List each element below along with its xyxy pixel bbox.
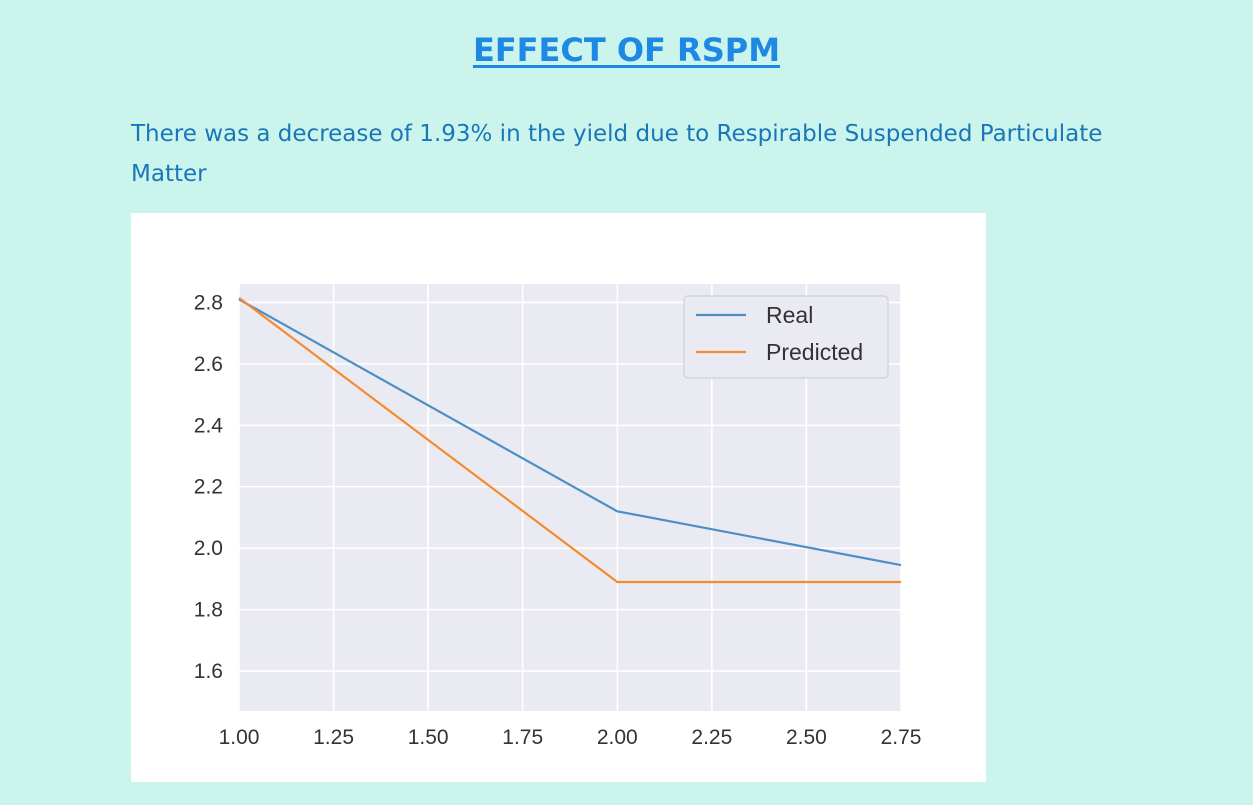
x-tick-label: 1.50 — [408, 726, 449, 749]
page-title: EFFECT OF RSPM — [472, 31, 781, 70]
legend-label-predicted: Predicted — [766, 339, 863, 365]
x-tick-label: 2.00 — [597, 726, 638, 749]
chart-card: 1.00 1.25 1.50 1.75 2.00 2.25 2.50 2.75 1.6 1.8 2.… — [131, 213, 986, 782]
x-tick-label: 2.25 — [691, 726, 732, 749]
x-tick-label: 1.00 — [219, 726, 260, 749]
x-tick-label: 1.25 — [313, 726, 354, 749]
summary-text: There was a decrease of 1.93% in the yie… — [131, 121, 1103, 187]
legend-label-real: Real — [766, 302, 813, 328]
y-tick-label: 2.6 — [194, 353, 223, 376]
y-tick-label: 1.8 — [194, 599, 223, 622]
y-tick-label: 2.0 — [194, 537, 223, 560]
rspm-line-chart: 1.00 1.25 1.50 1.75 2.00 2.25 2.50 2.75 1.6 1.8 2.… — [194, 284, 922, 749]
x-tick-label: 1.75 — [502, 726, 543, 749]
y-tick-label: 2.8 — [194, 291, 223, 314]
legend-box — [683, 295, 889, 379]
x-tick-label: 2.75 — [881, 726, 922, 749]
series-line-real — [238, 298, 902, 567]
y-tick-label: 2.4 — [194, 414, 224, 437]
series-line-predicted — [238, 296, 901, 584]
x-tick-label: 2.50 — [786, 726, 827, 749]
y-tick-label: 2.2 — [194, 476, 223, 499]
y-tick-label: 1.6 — [194, 660, 223, 683]
